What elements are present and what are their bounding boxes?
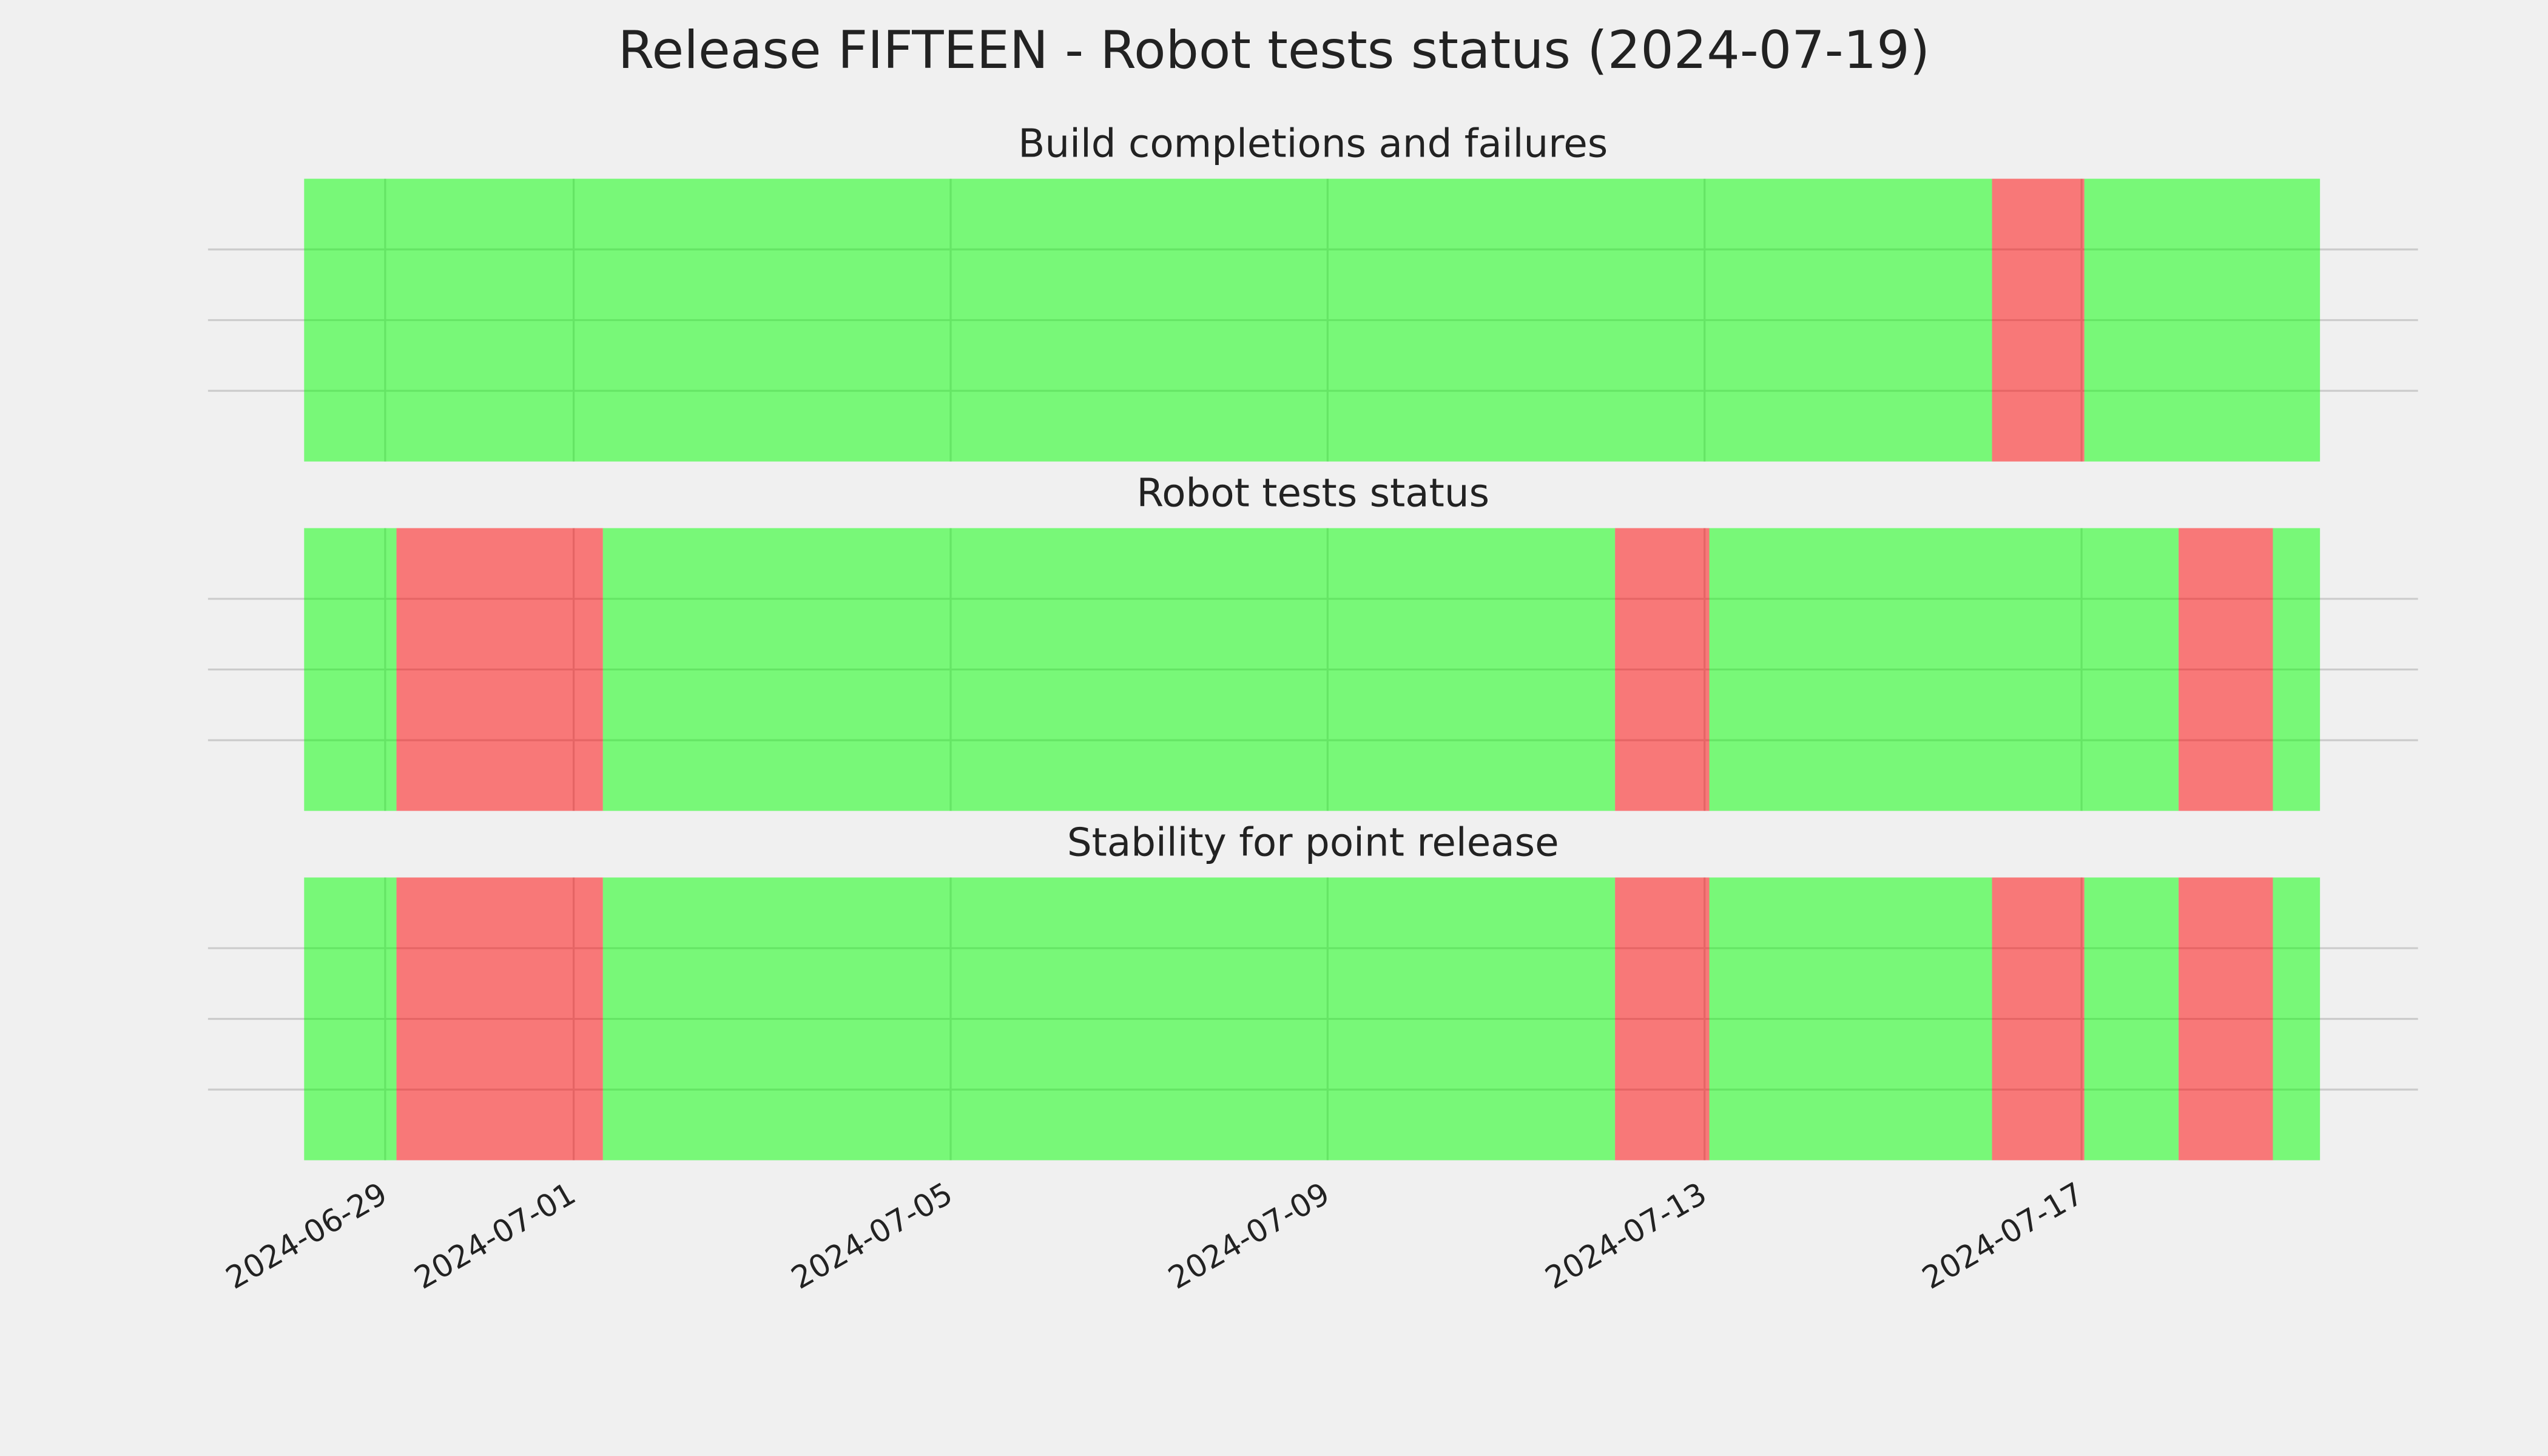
subplot: Build completions and failures	[207, 121, 2418, 462]
status-span	[2179, 877, 2273, 1161]
status-span	[1992, 178, 2085, 462]
status-span	[304, 178, 1992, 462]
subplot-title: Stability for point release	[1067, 820, 1559, 865]
subplot: Robot tests status	[207, 471, 2418, 811]
subplot-title: Build completions and failures	[1018, 121, 1608, 167]
status-span	[396, 528, 603, 811]
status-span	[1992, 877, 2085, 1161]
status-span	[2273, 528, 2320, 811]
status-span	[1709, 877, 1992, 1161]
status-span	[304, 877, 397, 1161]
status-span	[602, 877, 1616, 1161]
status-span	[2273, 877, 2320, 1161]
status-span	[1615, 528, 1710, 811]
status-span	[602, 528, 1616, 811]
status-span	[2084, 877, 2179, 1161]
status-span	[1615, 877, 1710, 1161]
status-span	[396, 877, 603, 1161]
status-span	[304, 528, 397, 811]
figure-title: Release FIFTEEN - Robot tests status (20…	[618, 20, 1930, 81]
status-span	[2179, 528, 2273, 811]
status-span	[1709, 528, 2179, 811]
subplot-title: Robot tests status	[1136, 471, 1489, 516]
status-span	[2084, 178, 2320, 462]
